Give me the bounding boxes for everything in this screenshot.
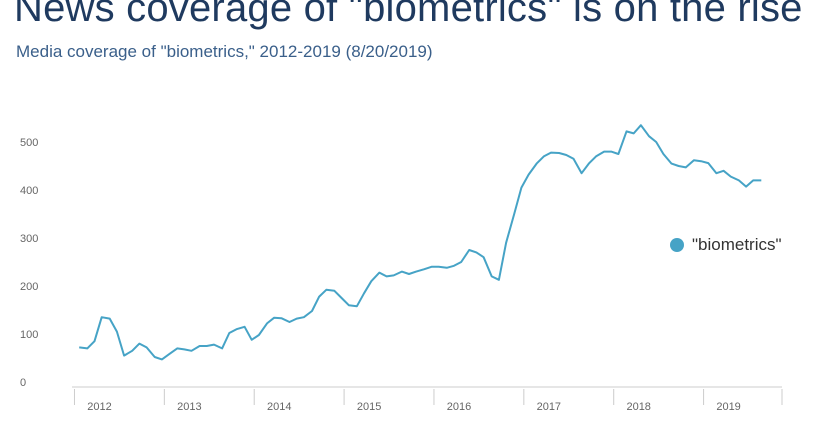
chart-subtitle: Media coverage of "biometrics," 2012-201… [16, 42, 433, 61]
x-axis: 2012 2013 2014 2015 2016 2017 2018 2019 [73, 389, 783, 413]
x-tick-label: 2017 [537, 401, 561, 413]
series-line-biometrics [79, 124, 762, 361]
x-tick-label: 2019 [716, 401, 740, 413]
x-tick-label: 2014 [267, 401, 291, 413]
y-tick-label: 400 [20, 185, 38, 197]
y-tick-label: 300 [20, 233, 38, 245]
x-tick-label: 2016 [447, 401, 471, 413]
x-tick-label: 2018 [626, 401, 650, 413]
x-tick-label: 2015 [357, 401, 381, 413]
chart-title: News coverage of "biometrics" is on the … [14, 0, 803, 30]
legend: "biometrics" [670, 235, 782, 255]
y-tick-label: 200 [20, 281, 38, 293]
x-tick-label: 2013 [177, 401, 201, 413]
y-tick-label: 100 [20, 329, 38, 341]
y-tick-label: 500 [20, 137, 38, 149]
x-tick-label: 2012 [87, 401, 111, 413]
legend-marker [670, 238, 684, 252]
legend-label: "biometrics" [692, 235, 782, 254]
y-axis: 0 100 200 300 400 500 [20, 137, 38, 389]
series-layer [79, 124, 762, 361]
y-tick-label: 0 [20, 377, 26, 389]
